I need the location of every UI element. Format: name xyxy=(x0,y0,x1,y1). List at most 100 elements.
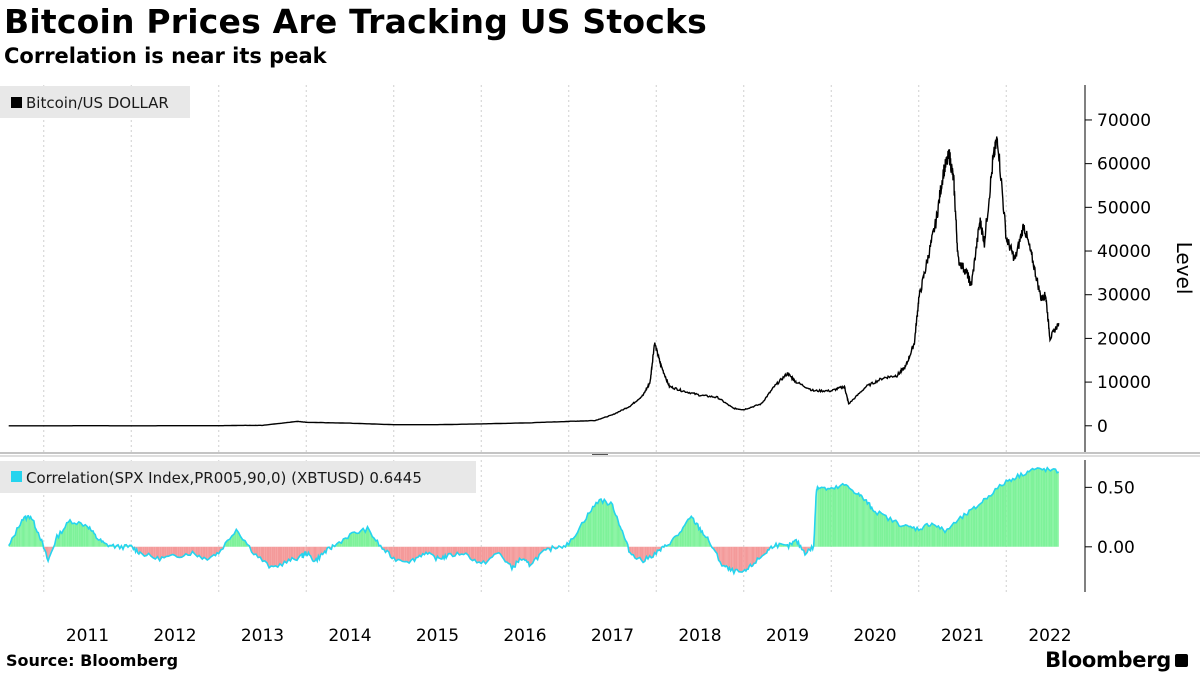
correlation-positive-segment xyxy=(990,493,994,547)
correlation-negative-segment xyxy=(392,546,394,559)
correlation-positive-segment xyxy=(915,527,918,547)
correlation-negative-segment xyxy=(202,546,204,560)
correlation-positive-segment xyxy=(969,509,971,547)
correlation-positive-segment xyxy=(867,502,869,547)
correlation-positive-segment xyxy=(890,517,893,547)
correlation-positive-segment xyxy=(1022,475,1025,547)
correlation-positive-segment xyxy=(615,515,617,547)
correlation-positive-segment xyxy=(227,539,230,547)
correlation-negative-segment xyxy=(763,546,766,555)
correlation-negative-segment xyxy=(440,546,442,559)
x-tick-label: 2011 xyxy=(66,626,109,646)
correlation-negative-segment xyxy=(419,546,422,557)
correlation-positive-segment xyxy=(837,486,840,547)
correlation-negative-segment xyxy=(199,546,201,558)
correlation-negative-segment xyxy=(529,546,532,567)
correlation-area xyxy=(8,467,1059,574)
correlation-positive-segment xyxy=(892,520,895,547)
correlation-negative-segment xyxy=(253,546,256,555)
chart-title: Bitcoin Prices Are Tracking US Stocks xyxy=(4,2,707,41)
x-tick-label: 2013 xyxy=(241,626,284,646)
correlation-positive-segment xyxy=(872,510,874,547)
correlation-positive-segment xyxy=(938,526,941,547)
correlation-positive-segment xyxy=(696,523,698,547)
x-tick-label: 2017 xyxy=(591,626,634,646)
correlation-positive-segment xyxy=(861,496,863,547)
correlation-positive-segment xyxy=(826,488,828,547)
correlation-positive-segment xyxy=(945,529,948,547)
correlation-positive-segment xyxy=(1030,468,1033,547)
correlation-positive-segment xyxy=(926,523,929,547)
correlation-negative-segment xyxy=(525,546,527,561)
correlation-negative-segment xyxy=(439,546,441,559)
correlation-positive-segment xyxy=(894,520,896,547)
correlation-negative-segment xyxy=(631,546,634,555)
correlation-positive-segment xyxy=(881,513,884,547)
correlation-positive-segment xyxy=(343,538,346,547)
correlation-positive-segment xyxy=(1053,468,1056,547)
correlation-negative-segment xyxy=(400,546,403,562)
correlation-positive-segment xyxy=(1052,468,1054,547)
correlation-negative-segment xyxy=(161,546,165,558)
correlation-positive-segment xyxy=(958,516,961,547)
correlation-positive-segment xyxy=(683,525,685,547)
correlation-positive-segment xyxy=(834,485,837,547)
correlation-negative-segment xyxy=(720,546,722,566)
correlation-positive-segment xyxy=(1007,479,1010,547)
correlation-negative-segment xyxy=(170,546,173,556)
x-tick-label: 2022 xyxy=(1028,626,1071,646)
correlation-negative-segment xyxy=(284,546,287,563)
correlation-positive-segment xyxy=(594,502,597,547)
x-tick-label: 2019 xyxy=(766,626,809,646)
correlation-negative-segment xyxy=(737,546,739,572)
correlation-positive-segment xyxy=(354,532,357,547)
correlation-positive-segment xyxy=(1043,468,1046,547)
price-tick-label: 20000 xyxy=(1097,329,1151,349)
correlation-negative-segment xyxy=(485,546,488,564)
correlation-positive-segment xyxy=(935,525,937,547)
correlation-positive-segment xyxy=(995,488,998,547)
correlation-positive-segment xyxy=(20,519,22,547)
x-axis-ticks: 2011 2012 2013 2014 2015 2016 2017 2018 2019 2020… xyxy=(66,626,1072,646)
correlation-negative-segment xyxy=(213,546,216,556)
bitcoin-price-series-line xyxy=(8,136,1060,427)
correlation-negative-segment xyxy=(172,546,175,556)
correlation-negative-segment xyxy=(432,546,435,557)
correlation-positive-segment xyxy=(698,527,700,547)
correlation-negative-segment xyxy=(207,546,209,561)
correlation-positive-segment xyxy=(846,484,848,547)
correlation-negative-segment xyxy=(479,546,482,564)
correlation-positive-segment xyxy=(375,540,378,547)
correlation-positive-segment xyxy=(1045,467,1048,547)
correlation-positive-segment xyxy=(356,533,359,547)
correlation-negative-segment xyxy=(729,546,731,571)
correlation-positive-segment xyxy=(869,502,871,547)
correlation-negative-segment xyxy=(523,546,525,561)
correlation-positive-segment xyxy=(877,511,880,547)
correlation-positive-segment xyxy=(352,532,355,547)
correlation-negative-segment xyxy=(496,546,499,554)
correlation-positive-segment xyxy=(589,511,592,547)
correlation-positive-segment xyxy=(1016,474,1018,547)
correlation-positive-segment xyxy=(1029,469,1031,547)
correlation-positive-segment xyxy=(943,529,945,547)
correlation-positive-segment xyxy=(847,485,850,547)
price-legend-swatch xyxy=(11,97,22,108)
correlation-negative-segment xyxy=(519,546,521,560)
correlation-positive-segment xyxy=(983,498,986,547)
correlation-positive-segment xyxy=(80,522,84,547)
correlation-positive-segment xyxy=(905,524,908,547)
correlation-negative-segment xyxy=(728,546,730,570)
correlation-positive-segment xyxy=(977,504,979,547)
correlation-negative-segment xyxy=(295,546,297,561)
correlation-negative-segment xyxy=(638,546,640,559)
correlation-positive-segment xyxy=(925,523,927,547)
correlation-negative-segment xyxy=(277,546,280,568)
correlation-positive-segment xyxy=(587,512,590,547)
correlation-positive-segment xyxy=(967,510,970,547)
correlation-positive-segment xyxy=(897,522,900,547)
correlation-negative-segment xyxy=(406,546,410,563)
correlation-negative-segment xyxy=(725,546,727,567)
correlation-positive-segment xyxy=(955,519,959,547)
correlation-negative-segment xyxy=(205,546,208,561)
